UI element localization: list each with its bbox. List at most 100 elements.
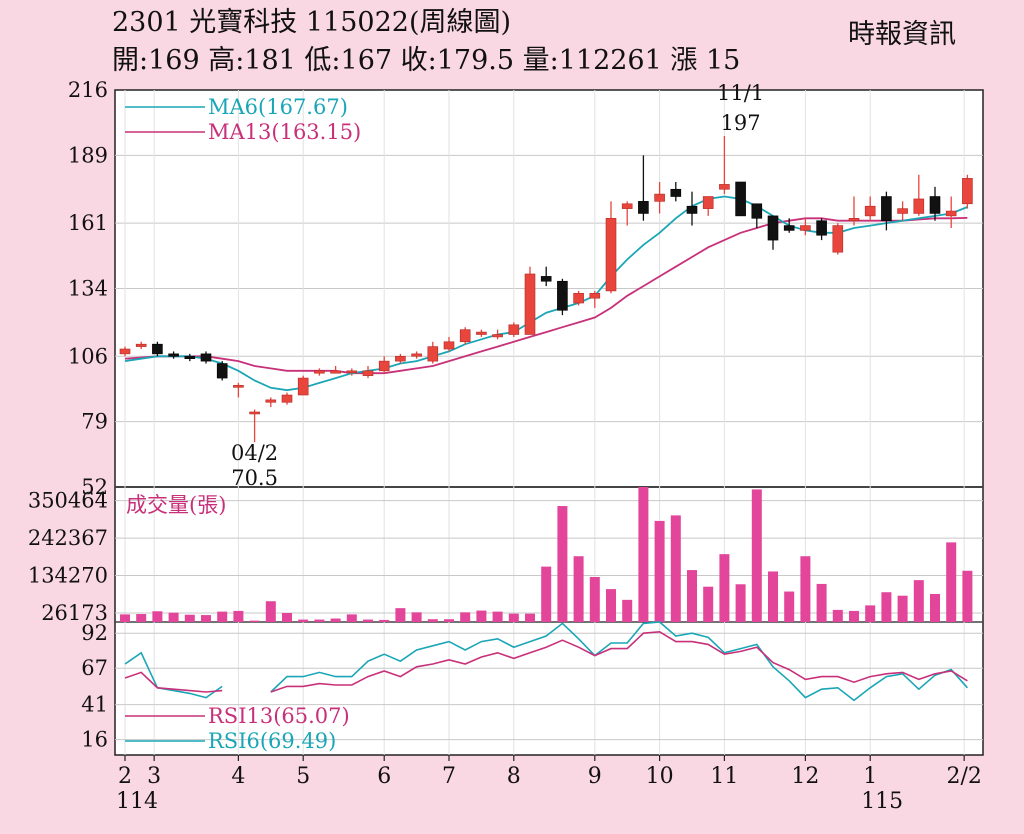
- price-stats: 開:169 高:181 低:167 收:179.5 量:112261 漲 15: [112, 45, 741, 76]
- volume-bar: [184, 614, 195, 622]
- volume-bar: [314, 619, 325, 622]
- chart-title: 2301 光寶科技 115022(周線圖): [112, 7, 512, 38]
- plot-area: [114, 89, 984, 756]
- candle-body: [945, 210, 957, 217]
- volume-bar: [298, 619, 309, 622]
- candle-body: [816, 220, 827, 236]
- volume-bar: [816, 583, 827, 622]
- high-annotation-value: 197: [721, 111, 761, 135]
- high-annotation-date: 11/1: [717, 81, 764, 105]
- volume-tick-label: 26173: [41, 601, 108, 625]
- candle-body: [119, 348, 131, 355]
- volume-bar: [476, 610, 487, 622]
- x-tick-label: 11: [710, 764, 738, 789]
- candle-body: [719, 184, 730, 190]
- volume-bar: [622, 599, 633, 622]
- volume-bar: [120, 614, 130, 622]
- volume-bar: [687, 570, 697, 622]
- candle-body: [638, 201, 649, 214]
- candle-body: [913, 198, 925, 214]
- volume-bar: [606, 589, 616, 622]
- candle-body: [832, 225, 844, 253]
- source-label: 時報資訊: [848, 19, 956, 50]
- volume-bar: [411, 612, 422, 622]
- volume-bar: [638, 487, 649, 622]
- candle-body: [589, 293, 601, 299]
- volume-bar: [703, 586, 714, 622]
- candle-body: [233, 385, 244, 388]
- x-tick-label: 8: [507, 764, 521, 789]
- x-tick-label: 2/2: [946, 764, 981, 789]
- price-tick-label: 52: [81, 475, 108, 499]
- volume-bar: [233, 610, 244, 622]
- rsi13-line: [124, 630, 968, 693]
- price-tick-label: 79: [81, 410, 108, 434]
- x-tick-label: 9: [588, 764, 602, 789]
- volume-bar: [508, 613, 519, 622]
- candle-body: [362, 370, 374, 376]
- x-tick-label: 7: [442, 764, 456, 789]
- candle-body: [557, 280, 568, 311]
- price-tick-label: 189: [68, 143, 108, 167]
- year-label: 114: [116, 789, 158, 814]
- candle-body: [751, 203, 763, 219]
- candle-body: [800, 225, 811, 231]
- candle-body: [265, 399, 277, 403]
- candle-body: [654, 193, 665, 202]
- ma13-legend-label: MA13(163.15): [208, 120, 361, 144]
- candle-body: [135, 343, 147, 347]
- candle-body: [314, 370, 325, 374]
- volume-bar: [541, 566, 552, 622]
- x-tick-label: 12: [791, 764, 819, 789]
- ma6-legend-label: MA6(167.67): [208, 95, 348, 119]
- volume-bar: [379, 619, 390, 622]
- rsi-tick-label: 67: [81, 656, 108, 680]
- volume-bar: [751, 489, 762, 622]
- volume-bar: [427, 619, 438, 622]
- volume-bar: [881, 592, 892, 622]
- volume-bar: [865, 605, 876, 622]
- candle-body: [395, 355, 406, 362]
- candle-body: [881, 196, 892, 222]
- candle-body: [297, 377, 309, 396]
- candle-body: [897, 208, 908, 214]
- candle-body: [492, 334, 503, 338]
- candle-body: [605, 217, 617, 292]
- candle-body: [767, 215, 779, 241]
- x-tick-label: 3: [147, 764, 161, 789]
- candle-body: [540, 276, 552, 282]
- candle-body: [476, 331, 487, 335]
- volume-bar: [557, 506, 568, 622]
- rsi-tick-label: 92: [81, 621, 108, 645]
- candle-body: [152, 343, 163, 355]
- candle-body: [330, 370, 341, 374]
- volume-title: 成交量(張): [126, 493, 226, 517]
- candle-body: [508, 324, 520, 335]
- volume-bar: [946, 542, 957, 622]
- candle-body: [621, 203, 633, 209]
- volume-tick-label: 134270: [28, 564, 108, 588]
- low-annotation-value: 70.5: [231, 466, 278, 490]
- candle-body: [573, 293, 584, 304]
- volume-bar: [654, 520, 665, 622]
- rsi13-legend-label: RSI13(65.07): [208, 704, 350, 728]
- volume-bar: [330, 618, 341, 622]
- ma6-line: [124, 195, 968, 392]
- x-tick-label: 2: [118, 764, 132, 789]
- candle-body: [184, 355, 196, 360]
- volume-bar: [152, 611, 163, 622]
- volume-bar: [249, 620, 260, 622]
- x-tick-label: 6: [377, 764, 391, 789]
- volume-bar: [460, 612, 471, 622]
- low-annotation-date: 04/2: [231, 441, 278, 465]
- volume-bar: [832, 609, 843, 622]
- rsi-tick-label: 16: [81, 728, 108, 752]
- volume-bar: [897, 595, 908, 622]
- candle-body: [962, 178, 973, 205]
- price-tick-label: 161: [68, 211, 108, 235]
- volume-bar: [913, 580, 924, 622]
- candle-body: [200, 353, 212, 362]
- candle-body: [848, 217, 860, 222]
- candle-body: [524, 273, 536, 335]
